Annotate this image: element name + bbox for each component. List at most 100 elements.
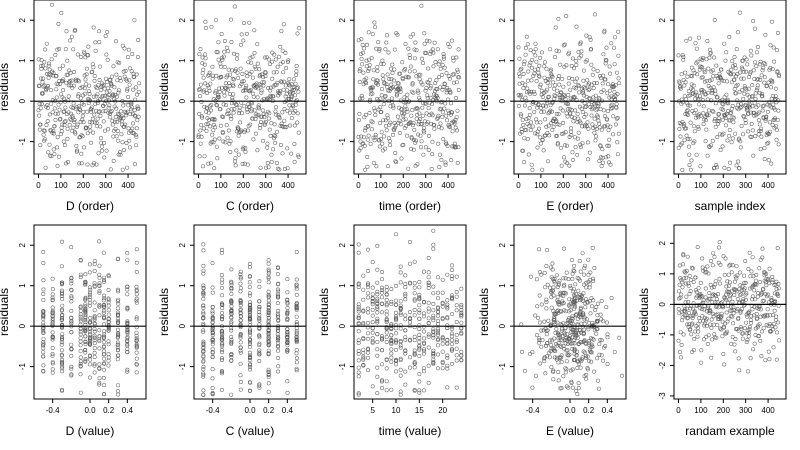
data-point bbox=[111, 92, 116, 97]
data-point bbox=[39, 58, 44, 63]
data-point bbox=[134, 72, 139, 77]
data-point bbox=[769, 161, 774, 166]
data-point bbox=[43, 66, 48, 71]
data-point bbox=[116, 287, 121, 292]
data-point bbox=[728, 118, 733, 123]
data-point bbox=[545, 248, 550, 253]
data-point bbox=[547, 285, 552, 290]
data-point bbox=[131, 121, 136, 126]
data-point bbox=[69, 275, 74, 280]
data-point bbox=[49, 154, 54, 159]
data-point bbox=[280, 60, 285, 65]
data-point bbox=[78, 336, 83, 341]
data-point bbox=[569, 126, 574, 131]
data-point bbox=[612, 90, 617, 95]
data-point bbox=[382, 81, 387, 86]
data-point bbox=[390, 132, 395, 137]
data-point bbox=[197, 87, 202, 92]
data-point bbox=[565, 114, 570, 119]
data-point bbox=[74, 143, 79, 148]
data-point bbox=[523, 95, 528, 100]
data-point bbox=[93, 48, 98, 53]
data-point bbox=[103, 76, 108, 81]
data-point bbox=[454, 128, 459, 133]
data-point bbox=[569, 318, 574, 323]
data-point bbox=[106, 342, 111, 347]
data-point bbox=[445, 302, 450, 307]
data-point bbox=[59, 282, 64, 287]
data-point bbox=[738, 139, 743, 144]
data-point bbox=[426, 306, 431, 311]
data-point bbox=[416, 132, 421, 137]
data-point bbox=[716, 245, 721, 250]
data-point bbox=[232, 107, 237, 112]
y-tick-label: 0 bbox=[18, 323, 27, 328]
data-point bbox=[606, 143, 611, 148]
data-point bbox=[587, 96, 592, 101]
data-point bbox=[294, 250, 299, 255]
data-point bbox=[103, 109, 108, 114]
data-point bbox=[275, 272, 280, 277]
data-point bbox=[391, 103, 396, 108]
data-point bbox=[50, 370, 55, 375]
data-point bbox=[741, 114, 746, 119]
y-axis-label: residuals bbox=[317, 63, 331, 111]
data-point bbox=[378, 96, 383, 101]
data-point bbox=[216, 92, 221, 97]
data-point bbox=[101, 119, 106, 124]
data-point bbox=[728, 111, 733, 116]
data-point bbox=[79, 54, 84, 59]
data-point bbox=[723, 297, 728, 302]
data-point bbox=[718, 326, 723, 331]
data-point bbox=[229, 392, 234, 397]
data-point bbox=[210, 316, 215, 321]
data-point bbox=[219, 348, 224, 353]
data-point bbox=[403, 328, 408, 333]
data-point bbox=[564, 270, 569, 275]
data-point bbox=[605, 91, 610, 96]
data-point bbox=[78, 272, 83, 277]
data-point bbox=[548, 67, 553, 72]
data-point bbox=[259, 90, 264, 95]
data-point bbox=[417, 390, 422, 395]
x-axis-label: time (order) bbox=[379, 199, 441, 213]
data-point bbox=[682, 313, 687, 318]
data-point bbox=[568, 301, 573, 306]
data-point bbox=[431, 242, 436, 247]
data-point bbox=[37, 113, 42, 118]
data-point bbox=[371, 135, 376, 140]
data-point bbox=[248, 333, 253, 338]
data-point bbox=[59, 291, 64, 296]
data-point bbox=[287, 77, 292, 82]
data-point bbox=[280, 48, 285, 53]
data-point bbox=[393, 337, 398, 342]
data-point bbox=[287, 110, 292, 115]
x-tick-label: 200 bbox=[717, 406, 731, 415]
data-point bbox=[41, 316, 46, 321]
data-point bbox=[276, 355, 281, 360]
data-point bbox=[275, 301, 280, 306]
data-point bbox=[103, 33, 108, 38]
data-point bbox=[415, 88, 420, 93]
data-point bbox=[588, 37, 593, 42]
data-point bbox=[201, 292, 206, 297]
data-point bbox=[365, 346, 370, 351]
data-point bbox=[699, 348, 704, 353]
data-point bbox=[440, 290, 445, 295]
data-point bbox=[220, 344, 225, 349]
data-point bbox=[398, 338, 403, 343]
data-point bbox=[408, 64, 413, 69]
data-point bbox=[201, 359, 206, 364]
data-point bbox=[590, 72, 595, 77]
data-point bbox=[421, 269, 426, 274]
data-point bbox=[724, 79, 729, 84]
data-point bbox=[749, 314, 754, 319]
data-point bbox=[704, 127, 709, 132]
data-point bbox=[279, 29, 284, 34]
data-point bbox=[773, 325, 778, 330]
data-point bbox=[116, 392, 121, 397]
data-point bbox=[243, 86, 248, 91]
data-point bbox=[754, 50, 759, 55]
data-point bbox=[127, 145, 132, 150]
